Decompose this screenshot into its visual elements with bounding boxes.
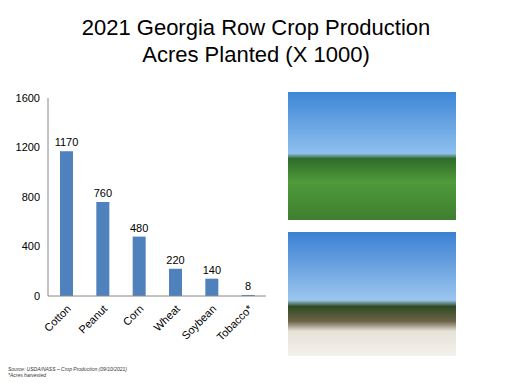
svg-text:Soybean: Soybean <box>179 302 218 341</box>
svg-text:220: 220 <box>166 254 184 266</box>
svg-text:140: 140 <box>203 264 221 276</box>
html-text:Acres Planted (X 1000): Acres Planted (X 1000) <box>142 42 370 67</box>
svg-text:Wheat: Wheat <box>151 302 182 333</box>
svg-text:1600: 1600 <box>16 92 40 104</box>
html-text:*Acres harvested: *Acres harvested <box>8 372 47 378</box>
svg-text:800: 800 <box>22 191 40 203</box>
html-text:2021 Georgia Row Crop Producti: 2021 Georgia Row Crop Production <box>81 15 431 40</box>
svg-text:480: 480 <box>130 222 148 234</box>
html-text:Source: USDA/NASS – Crop Produ: Source: USDA/NASS – Crop Production (09/… <box>8 366 127 372</box>
svg-text:1200: 1200 <box>16 141 40 153</box>
svg-text:Cotton: Cotton <box>42 302 73 333</box>
svg-text:760: 760 <box>94 187 112 199</box>
svg-text:400: 400 <box>22 240 40 252</box>
svg-text:Tobacco*: Tobacco* <box>214 302 255 343</box>
svg-text:8: 8 <box>245 280 251 292</box>
svg-text:Corn: Corn <box>120 302 145 327</box>
svg-text:0: 0 <box>34 290 40 302</box>
svg-text:Peanut: Peanut <box>76 302 109 335</box>
svg-text:1170: 1170 <box>55 136 79 148</box>
